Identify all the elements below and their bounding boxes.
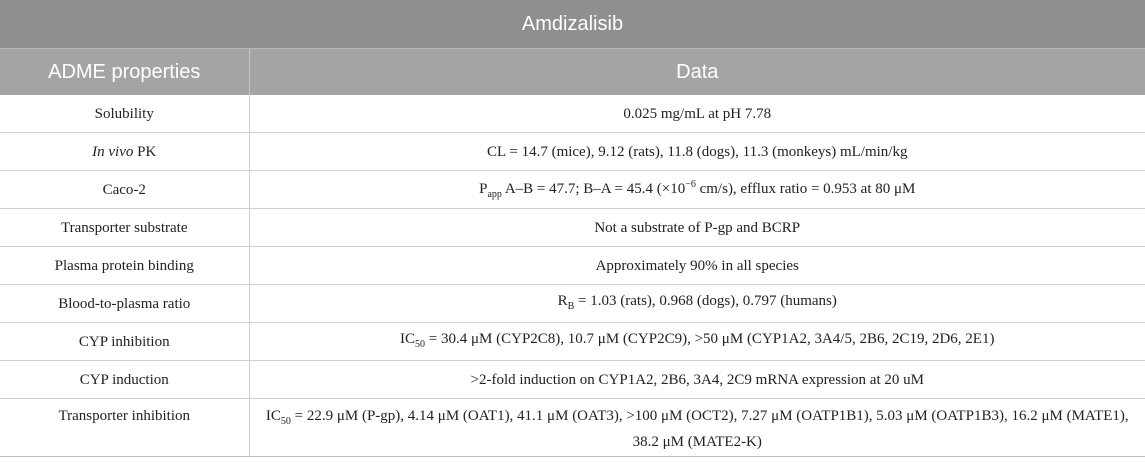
data-subscript: 50 bbox=[415, 338, 426, 350]
table-row: Caco-2 Papp A–B = 47.7; B–A = 45.4 (×10−… bbox=[0, 170, 1145, 209]
table-header-row: ADME properties Data bbox=[0, 48, 1145, 95]
data-superscript: −6 bbox=[685, 178, 696, 190]
row-property: In vivo PK bbox=[0, 132, 250, 171]
table-row: In vivo PK CL = 14.7 (mice), 9.12 (rats)… bbox=[0, 132, 1145, 171]
data-text: = 30.4 μM (CYP2C8), 10.7 μM (CYP2C9), >5… bbox=[425, 330, 995, 347]
table-row: Transporter inhibition IC50 = 22.9 μM (P… bbox=[0, 398, 1145, 457]
row-data: Papp A–B = 47.7; B–A = 45.4 (×10−6 cm/s)… bbox=[249, 170, 1145, 209]
row-data: Approximately 90% in all species bbox=[249, 246, 1145, 285]
header-data: Data bbox=[249, 48, 1145, 95]
row-data: Not a substrate of P-gp and BCRP bbox=[249, 208, 1145, 247]
row-property: Transporter inhibition bbox=[0, 398, 250, 457]
data-text: cm/s), efflux ratio = 0.953 at 80 μM bbox=[695, 180, 916, 197]
table-title: Amdizalisib bbox=[0, 0, 1145, 49]
row-property: Plasma protein binding bbox=[0, 246, 250, 285]
data-symbol: R bbox=[557, 292, 568, 309]
row-property: Caco-2 bbox=[0, 170, 250, 209]
data-symbol: IC bbox=[400, 330, 416, 347]
row-data: 0.025 mg/mL at pH 7.78 bbox=[249, 95, 1145, 133]
table-row: CYP inhibition IC50 = 30.4 μM (CYP2C8), … bbox=[0, 322, 1145, 361]
table-title-row: Amdizalisib bbox=[0, 0, 1145, 49]
header-adme-properties: ADME properties bbox=[0, 48, 250, 95]
row-data: RB = 1.03 (rats), 0.968 (dogs), 0.797 (h… bbox=[249, 284, 1145, 323]
row-data: >2-fold induction on CYP1A2, 2B6, 3A4, 2… bbox=[249, 360, 1145, 399]
row-data: CL = 14.7 (mice), 9.12 (rats), 11.8 (dog… bbox=[249, 132, 1145, 171]
row-property: CYP induction bbox=[0, 360, 250, 399]
data-subscript: 50 bbox=[280, 416, 291, 427]
row-data: IC50 = 30.4 μM (CYP2C8), 10.7 μM (CYP2C9… bbox=[249, 322, 1145, 361]
property-rest: PK bbox=[133, 143, 157, 160]
data-text: = 22.9 μM (P-gp), 4.14 μM (OAT1), 41.1 μ… bbox=[290, 408, 1129, 450]
row-property: Blood-to-plasma ratio bbox=[0, 284, 250, 323]
property-italic: In vivo bbox=[92, 143, 134, 160]
row-property: Transporter substrate bbox=[0, 208, 250, 247]
data-text: = 1.03 (rats), 0.968 (dogs), 0.797 (huma… bbox=[574, 292, 837, 309]
row-data: IC50 = 22.9 μM (P-gp), 4.14 μM (OAT1), 4… bbox=[249, 398, 1145, 457]
data-subscript: B bbox=[567, 300, 575, 312]
table-row: Solubility 0.025 mg/mL at pH 7.78 bbox=[0, 95, 1145, 133]
table-row: Blood-to-plasma ratio RB = 1.03 (rats), … bbox=[0, 284, 1145, 323]
data-symbol: IC bbox=[265, 408, 281, 424]
data-subscript: app bbox=[487, 188, 502, 200]
table-row: Plasma protein binding Approximately 90%… bbox=[0, 246, 1145, 285]
data-text: A–B = 47.7; B–A = 45.4 (×10 bbox=[501, 180, 686, 197]
row-property: Solubility bbox=[0, 95, 250, 133]
table-row: Transporter substrate Not a substrate of… bbox=[0, 208, 1145, 247]
data-symbol: P bbox=[479, 180, 488, 197]
row-property: CYP inhibition bbox=[0, 322, 250, 361]
table-row: CYP induction >2-fold induction on CYP1A… bbox=[0, 360, 1145, 399]
